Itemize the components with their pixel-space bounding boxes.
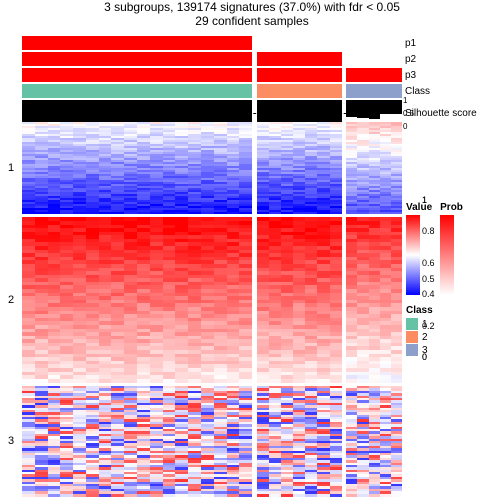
- row-group-label: 3: [8, 435, 14, 447]
- anno-label: Class: [405, 86, 430, 97]
- class-legend-title: Class: [406, 305, 502, 316]
- prob-legend-title: Prob: [440, 202, 463, 213]
- prob-legend: Prob 10.50: [440, 200, 463, 295]
- anno-label: p2: [405, 54, 416, 65]
- prob-gradient-bar: [440, 215, 454, 295]
- heatmap-body: [22, 122, 402, 496]
- anno-label: p1: [405, 38, 416, 49]
- annotation-rows: [22, 36, 402, 104]
- class-swatches: 123: [406, 318, 502, 356]
- anno-label: Silhouette score: [405, 108, 477, 119]
- row-group-label: 2: [8, 294, 14, 306]
- value-gradient-bar: [406, 215, 420, 295]
- title-line-1: 3 subgroups, 139174 signatures (37.0%) w…: [0, 0, 504, 14]
- plot-area: 123: [22, 36, 402, 496]
- legend-area: Value 10.80.60.40.20 Prob 10.50 Class 12…: [406, 200, 502, 357]
- value-legend-title: Value: [406, 202, 432, 213]
- class-legend: Class 123: [406, 305, 502, 356]
- row-group-label: 1: [8, 162, 14, 174]
- title-line-2: 29 confident samples: [0, 14, 504, 28]
- anno-label: p3: [405, 70, 416, 81]
